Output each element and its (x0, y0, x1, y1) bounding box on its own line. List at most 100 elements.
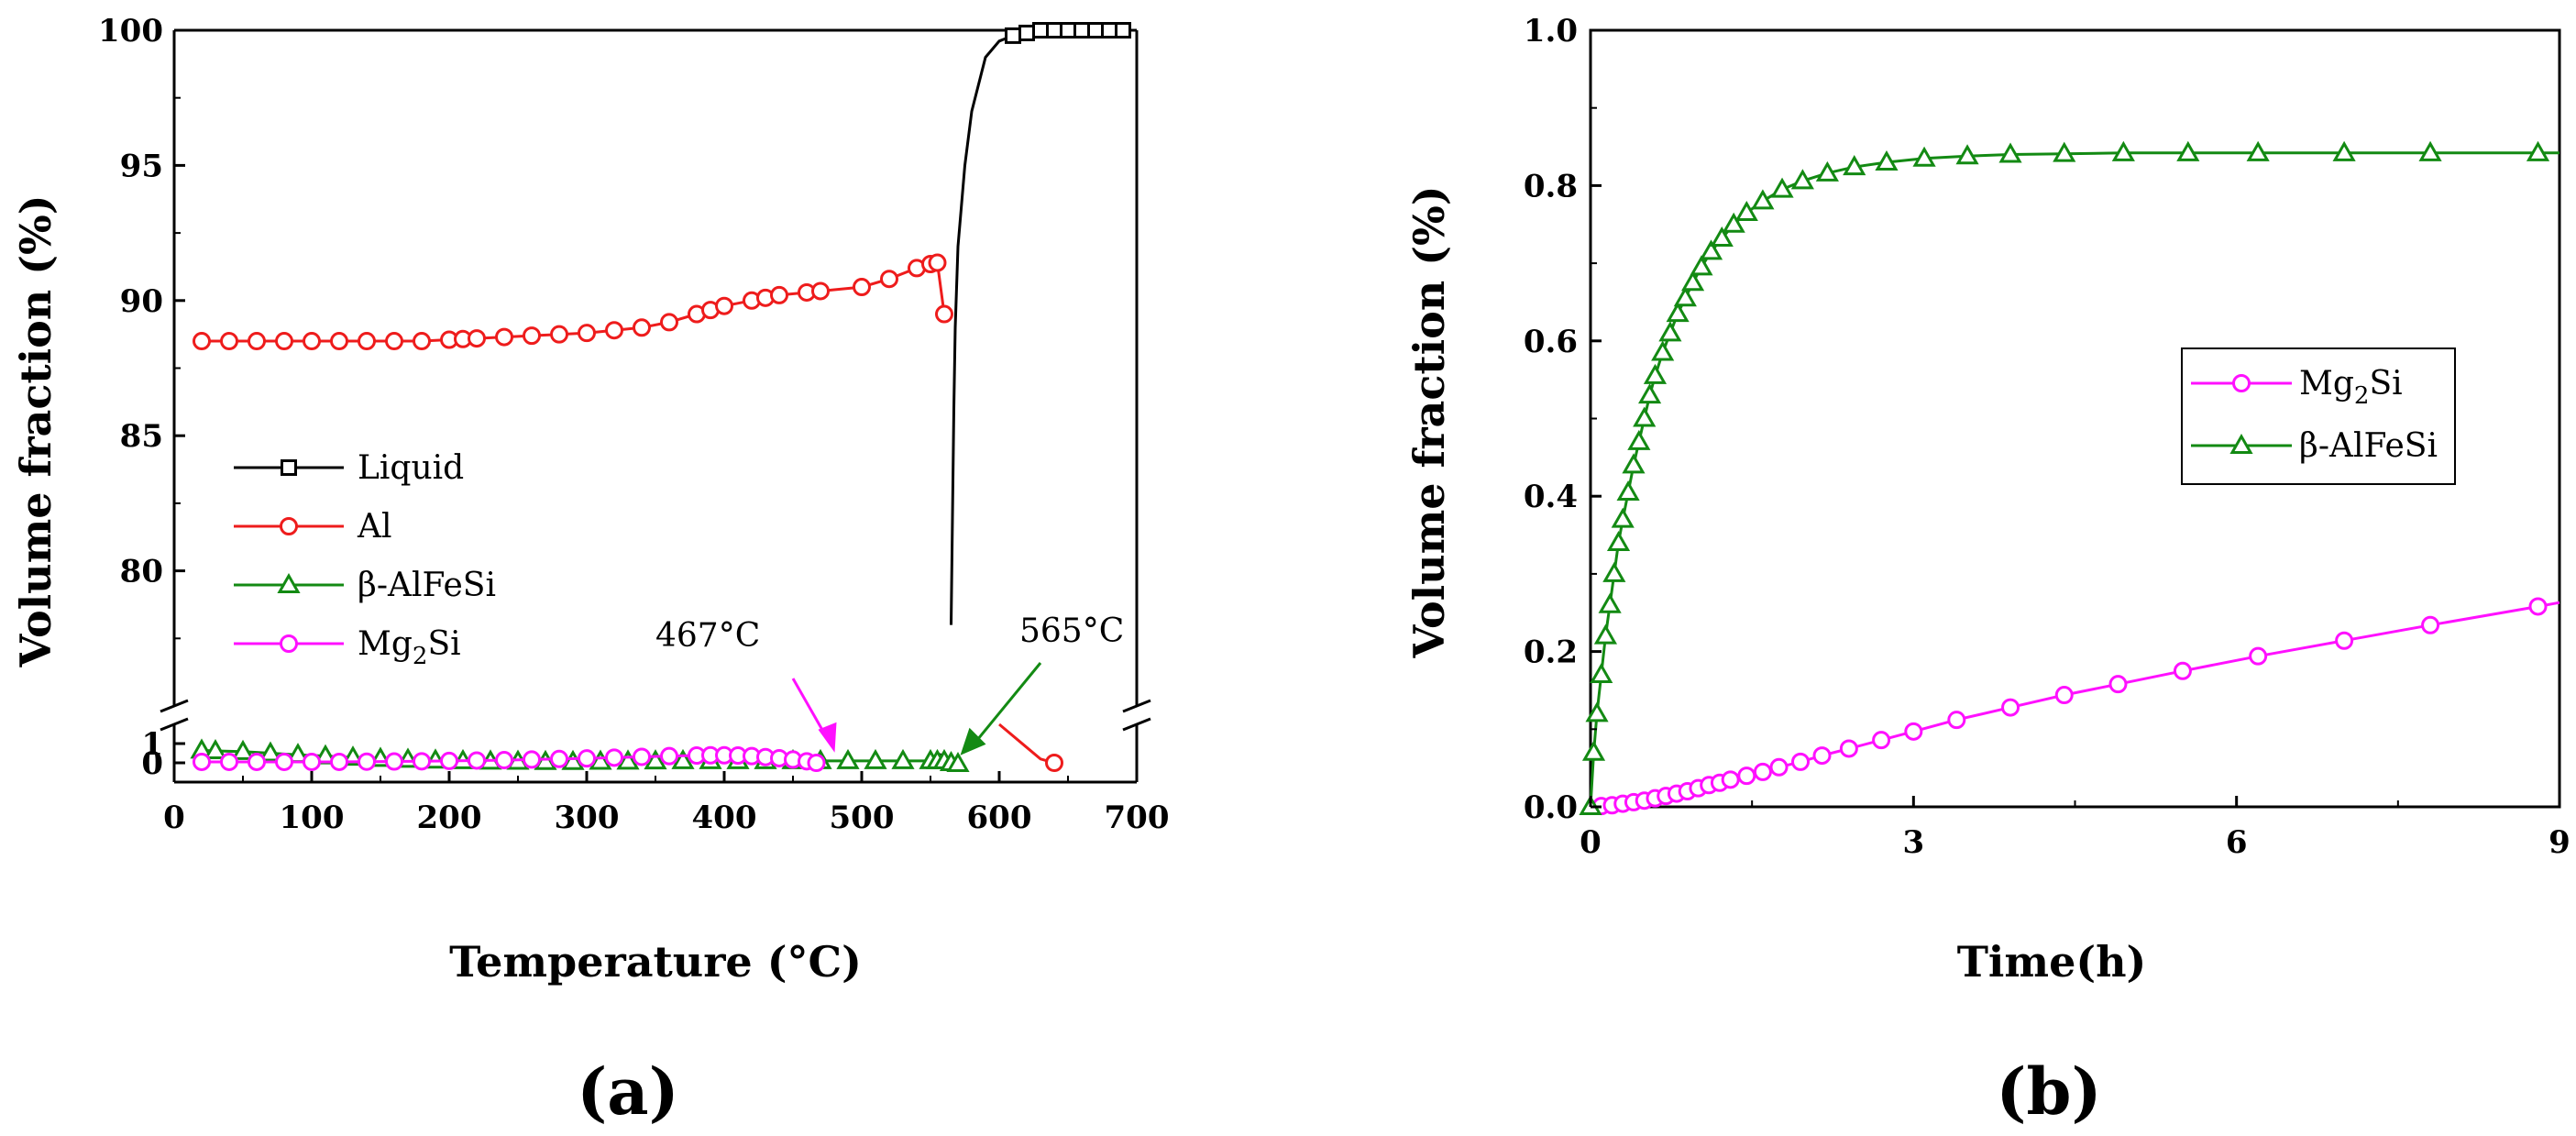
a-point--alfesi (671, 748, 695, 769)
panel-a-ylabel: Volume fraction (%) (11, 195, 61, 668)
b-point-mg2si (2108, 675, 2128, 694)
panel-b-label: (b) (1996, 1053, 2101, 1130)
b-point--alfesi (1598, 592, 1622, 613)
a-legend-marker (280, 634, 298, 653)
b-point-mg2si (1791, 752, 1811, 771)
a-point-liquid (1005, 27, 1021, 44)
a-point-al (770, 285, 788, 304)
annotation-565c-arrow (975, 662, 1042, 742)
panel-b-series (1579, 140, 2560, 816)
a-point-liquid (1018, 24, 1035, 41)
b-point-mg2si (1872, 731, 1891, 750)
a-point-al (578, 324, 596, 343)
a-point-mg2si (660, 746, 678, 766)
b-y-tick-label: 0.0 (1524, 789, 1578, 826)
b-point--alfesi (2418, 140, 2442, 161)
b-point--alfesi (2176, 140, 2200, 161)
b-y-tick-label: 0.6 (1524, 324, 1578, 360)
a-point-mg2si (413, 752, 431, 771)
b-point--alfesi (1585, 701, 1609, 722)
b-point--alfesi (2526, 140, 2550, 161)
a-point-al (715, 296, 733, 315)
a-point-mg2si (440, 751, 458, 770)
a-point-al (303, 332, 321, 351)
b-point--alfesi (1593, 623, 1618, 645)
a-point-liquid (1115, 22, 1131, 39)
b-point-mg2si (2335, 631, 2354, 650)
a-series-line-al (202, 260, 1055, 765)
a-point-mg2si (550, 749, 568, 768)
a-point--alfesi (946, 752, 970, 773)
a-point-mg2si (248, 752, 266, 771)
b-point-mg2si (2421, 615, 2440, 634)
panel-b-chart: 0 3 6 9 0.0 0.2 0.4 0.6 0.8 1.0 Volume fraction (… (1404, 13, 2570, 1130)
a-point-al (523, 326, 541, 346)
a-point-al (853, 278, 871, 297)
panel-a-series (190, 22, 1137, 773)
b-point--alfesi (1581, 740, 1606, 761)
b-point--alfesi (1710, 226, 1734, 247)
a-point-al (330, 332, 348, 351)
b-y-tick-label: 1.0 (1524, 13, 1578, 50)
b-point--alfesi (1627, 429, 1651, 450)
b-point--alfesi (1651, 340, 1675, 361)
a-point-al (633, 318, 651, 337)
a-point-al (495, 327, 513, 347)
a-point--alfesi (204, 738, 227, 759)
b-point--alfesi (1673, 286, 1697, 307)
b-point--alfesi (1633, 406, 1657, 427)
a-point--alfesi (561, 749, 585, 770)
b-point-mg2si (1812, 746, 1832, 766)
a-x-tick-label: 100 (280, 800, 345, 836)
b-point-mg2si (2173, 661, 2192, 680)
b-point--alfesi (1912, 146, 1936, 167)
b-x-tick-label: 0 (1580, 824, 1602, 861)
legend-label--alfesi: β-AlFeSi (2299, 427, 2438, 465)
legend-label--alfesi: β-AlFeSi (358, 567, 496, 604)
b-point-mg2si (1904, 722, 1923, 741)
panel-b-ticks: 0 3 6 9 0.0 0.2 0.4 0.6 0.8 1.0 (1524, 13, 2570, 861)
a-point-mg2si (358, 752, 376, 771)
a-point--alfesi (836, 748, 860, 769)
b-point--alfesi (2246, 140, 2270, 161)
a-point-al (1045, 754, 1063, 772)
annotation-565c-arrowhead (960, 727, 986, 755)
a-point-al (935, 304, 953, 324)
panel-b-legend: Mg2Si β-AlFeSi (2181, 347, 2456, 485)
a-point--alfesi (891, 748, 915, 769)
b-point--alfesi (1843, 155, 1866, 176)
a-x-tick-label: 700 (1105, 800, 1170, 836)
b-point--alfesi (1658, 321, 1682, 342)
a-point-al (605, 321, 623, 340)
b-point-mg2si (1839, 739, 1858, 758)
b-point--alfesi (1770, 177, 1794, 198)
a-series-line-liquid (936, 28, 1137, 764)
a-point-al (468, 329, 486, 348)
a-x-tick-label: 400 (692, 800, 757, 836)
panel-a-legend: Liquid Al β-AlFeSi Mg2Si (234, 449, 496, 670)
b-point-mg2si (1721, 770, 1740, 789)
annotation-467c: 467°C (655, 617, 760, 655)
b-point--alfesi (2332, 140, 2356, 161)
a-break-mark (160, 699, 189, 713)
b-point--alfesi (1638, 383, 1662, 404)
a-point-al (385, 332, 403, 351)
b-point-mg2si (1737, 767, 1756, 786)
a-point--alfesi (616, 749, 640, 770)
a-y-tick-label: 0 (141, 745, 163, 782)
b-point--alfesi (1666, 302, 1690, 323)
a-point-mg2si (275, 752, 293, 771)
b-point--alfesi (1643, 363, 1668, 384)
b-point--alfesi (1602, 561, 1626, 582)
legend-label-mg2si: Mg2Si (358, 625, 461, 670)
annotation-467c-arrowhead (818, 722, 837, 753)
a-break-mark (1122, 699, 1151, 713)
b-x-tick-label: 3 (1902, 824, 1924, 861)
panel-b-xlabel: Time(h) (1957, 937, 2147, 987)
b-point--alfesi (1690, 255, 1713, 276)
a-y-tick-label: 85 (120, 418, 163, 455)
legend-label-mg2si: Mg2Si (2299, 365, 2403, 410)
b-y-tick-label: 0.2 (1524, 634, 1578, 671)
a-legend-marker (281, 459, 297, 476)
